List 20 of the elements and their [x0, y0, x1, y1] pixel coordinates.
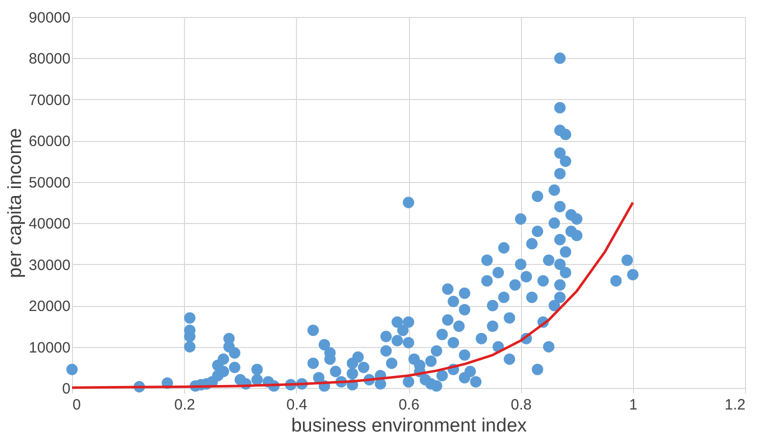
x-tick-label: 0.6	[398, 396, 420, 414]
x-axis-title: business environment index	[291, 416, 528, 436]
y-axis-title: per capita income	[4, 128, 26, 278]
y-tick-label: 60000	[28, 133, 70, 150]
y-tick-label: 70000	[28, 92, 70, 109]
y-tick-label: 30000	[28, 256, 70, 274]
y-tick-label: 0	[62, 380, 70, 398]
y-tick-label: 20000	[28, 298, 70, 316]
y-tick-label: 80000	[28, 50, 70, 68]
x-tick-label: 0.8	[510, 396, 532, 414]
y-tick-label: 10000	[28, 339, 70, 356]
x-tick-label: 1	[629, 396, 638, 414]
x-tick-label: 1.2	[724, 396, 746, 414]
y-tick-label: 50000	[28, 174, 70, 192]
line-series	[70, 201, 634, 389]
y-tick-label: 90000	[28, 10, 70, 26]
x-tick-label: 0	[72, 396, 81, 414]
x-tick-label: 0.2	[174, 396, 196, 414]
x-tick-label: 0.4	[286, 396, 308, 414]
y-tick-label: 40000	[28, 216, 70, 233]
